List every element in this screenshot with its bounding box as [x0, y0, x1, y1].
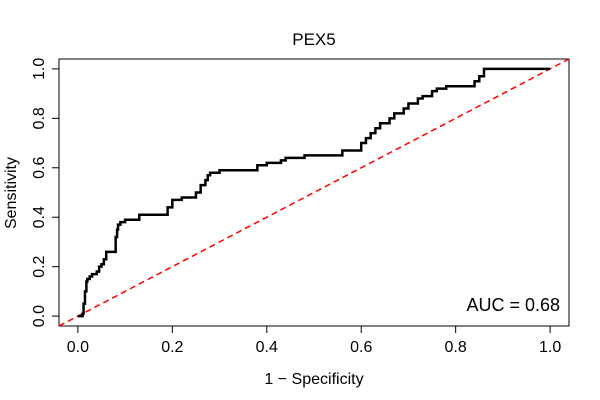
reference-diagonal-line — [58, 58, 570, 327]
auc-annotation: AUC = 0.68 — [466, 295, 560, 315]
chart-title: PEX5 — [292, 30, 335, 49]
x-tick-label: 1.0 — [539, 339, 561, 356]
y-tick-label: 1.0 — [31, 58, 48, 80]
y-tick-label: 0.4 — [31, 206, 48, 228]
roc-curve-line — [77, 67, 551, 318]
y-axis-label: Sensitivity — [3, 157, 20, 229]
y-tick-label: 0.2 — [31, 255, 48, 277]
y-tick-label: 0.0 — [31, 305, 48, 327]
x-tick-label: 0.8 — [445, 339, 467, 356]
y-axis: 0.0 0.2 0.4 0.6 0.8 1.0 — [31, 58, 60, 327]
reference-diagonal-group — [58, 58, 570, 327]
x-tick-label: 0.4 — [256, 339, 278, 356]
x-axis-label: 1 − Specificity — [264, 371, 363, 388]
x-tick-label: 0.2 — [161, 339, 183, 356]
roc-curve-group — [77, 67, 551, 318]
y-tick-label: 0.8 — [31, 107, 48, 129]
x-tick-label: 0.6 — [350, 339, 372, 356]
y-tick-label: 0.6 — [31, 157, 48, 179]
x-axis: 0.0 0.2 0.4 0.6 0.8 1.0 — [67, 325, 561, 356]
x-tick-label: 0.0 — [67, 339, 89, 356]
